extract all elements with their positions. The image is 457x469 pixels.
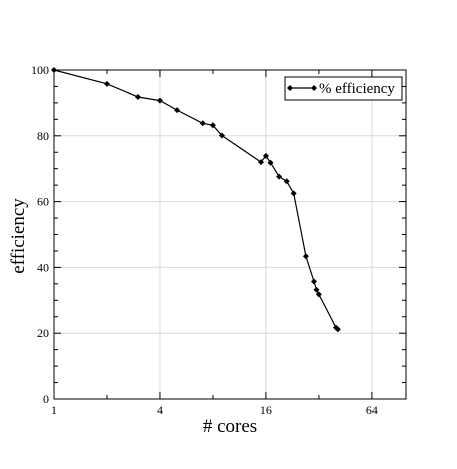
tick-label-layer: 0 20 40 60 80 100 1 4 16 64	[31, 63, 378, 417]
legend: % efficiency	[284, 76, 403, 101]
data-point	[257, 159, 264, 166]
y-tick-label: 20	[37, 326, 49, 340]
y-tick-label: 40	[37, 260, 49, 274]
data-point	[218, 132, 225, 139]
plot-background	[54, 70, 406, 399]
data-point	[302, 253, 309, 260]
legend-box	[284, 76, 403, 101]
x-tick-label: 1	[51, 403, 57, 417]
x-axis-title: # cores	[203, 416, 257, 437]
legend-label: % efficiency	[319, 81, 395, 97]
y-tick-label: 0	[43, 392, 49, 406]
legend-marker-right	[311, 85, 317, 91]
minor-tick-layer	[54, 70, 406, 399]
data-point	[290, 190, 297, 197]
data-point	[209, 122, 216, 129]
data-point	[313, 286, 320, 293]
x-tick-label: 64	[366, 403, 378, 417]
data-point	[199, 120, 206, 127]
y-tick-label: 60	[37, 195, 49, 209]
data-point	[283, 178, 290, 185]
grid-layer	[54, 70, 406, 399]
data-point	[51, 67, 57, 73]
plot-frame	[53, 69, 407, 400]
data-point	[134, 93, 141, 100]
data-point	[310, 278, 317, 285]
data-point	[334, 326, 341, 333]
data-point	[276, 173, 283, 180]
data-point	[315, 291, 322, 298]
data-point	[156, 97, 163, 104]
x-tick-label: 16	[260, 403, 272, 417]
data-point	[103, 80, 110, 87]
data-point	[267, 159, 274, 166]
legend-marker-left	[287, 85, 293, 91]
data-point	[262, 152, 269, 159]
y-axis-title: efficiency	[8, 198, 29, 274]
y-tick-label: 80	[37, 129, 49, 143]
series-layer	[51, 67, 341, 333]
x-tick-label: 4	[157, 403, 163, 417]
y-tick-label: 100	[31, 63, 49, 77]
data-point	[174, 107, 181, 114]
